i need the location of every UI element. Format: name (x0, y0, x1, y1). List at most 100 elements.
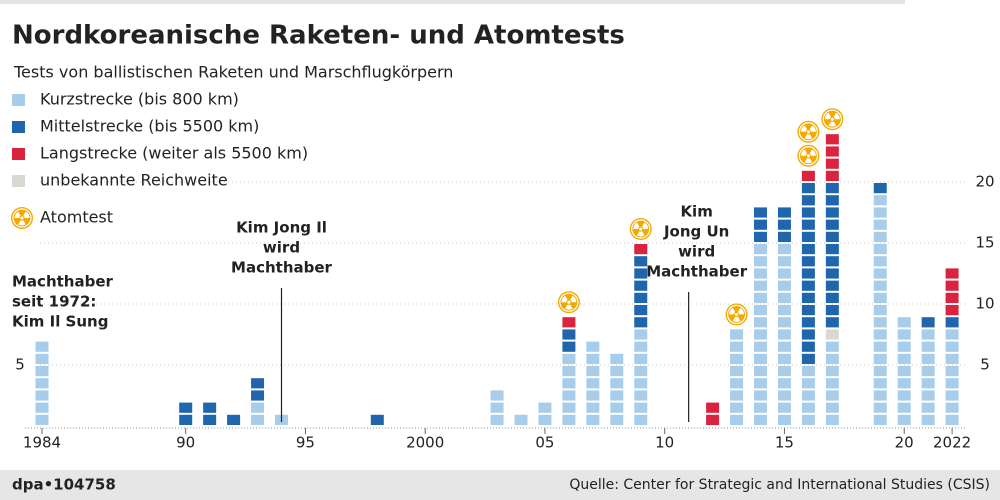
unit-square (251, 390, 265, 401)
unit-square (562, 317, 576, 328)
unit-square (873, 378, 887, 389)
unit-square (873, 207, 887, 218)
bar-segment (945, 329, 959, 425)
unit-square (873, 280, 887, 291)
icon-core (830, 117, 834, 121)
unit-square (754, 280, 767, 291)
unit-square (801, 305, 815, 316)
unit-square (777, 268, 791, 279)
legend-swatch (12, 94, 25, 106)
icon-blade (800, 125, 808, 132)
unit-square (825, 195, 839, 206)
unit-square (251, 378, 265, 389)
unit-square (490, 390, 504, 401)
unit-square (945, 268, 959, 279)
x-tick-label: 90 (176, 434, 195, 452)
icon-blade (809, 149, 816, 156)
unit-square (610, 390, 624, 401)
bar-segment (754, 244, 767, 425)
x-tick-label: 10 (655, 434, 674, 452)
annotation: Machthaber (646, 263, 748, 281)
icon-core (806, 154, 810, 158)
unit-square (825, 305, 839, 316)
unit-square (897, 378, 911, 389)
unit-square (538, 402, 552, 413)
bar-segment (634, 256, 648, 328)
unit-square (801, 378, 815, 389)
unit-square (35, 366, 49, 377)
annotation: seit 1972: (12, 293, 96, 311)
icon-ring (559, 292, 579, 312)
unit-square (754, 207, 767, 218)
bar-segment (227, 414, 241, 425)
unit-square (634, 366, 648, 377)
icon-ring (12, 208, 32, 228)
icon-blade (23, 211, 30, 218)
unit-square (873, 292, 887, 303)
top-rule (0, 0, 905, 4)
bar-segment (873, 195, 887, 425)
unit-square (897, 402, 911, 413)
unit-square (754, 317, 767, 328)
unit-square (634, 402, 648, 413)
unit-square (754, 402, 767, 413)
unit-square (634, 317, 648, 328)
unit-square (490, 414, 504, 425)
x-tick-label: 95 (296, 434, 315, 452)
icon-ring (798, 122, 819, 142)
unit-square (897, 353, 911, 364)
unit-square (825, 402, 839, 413)
unit-square (706, 414, 720, 425)
icon-blade (833, 112, 840, 120)
unit-square (562, 366, 576, 377)
bar-segment (610, 353, 624, 425)
unit-square (251, 402, 265, 413)
unit-square (921, 317, 935, 328)
unit-square (562, 390, 576, 401)
y-tick-label-right: 5 (980, 356, 990, 374)
unit-square (801, 280, 815, 291)
bar-segment (945, 268, 959, 316)
unit-square (586, 390, 600, 401)
bar-segment (921, 317, 935, 328)
unit-square (754, 329, 767, 340)
unit-square (825, 268, 839, 279)
unit-square (777, 414, 791, 425)
unit-square (777, 244, 791, 255)
unit-square (945, 353, 959, 364)
icon-blade (828, 121, 837, 127)
bar-segment (634, 329, 648, 425)
unit-square (873, 390, 887, 401)
unit-square (873, 329, 887, 340)
unit-square (586, 378, 600, 389)
bar-segment (370, 414, 384, 425)
unit-square (921, 366, 935, 377)
icon-blade (732, 316, 741, 322)
unit-square (825, 329, 839, 340)
y-tick-label: 15 (975, 234, 994, 252)
unit-square (825, 341, 839, 352)
bar-segment (945, 317, 959, 328)
unit-square (921, 378, 935, 389)
unit-square (801, 329, 815, 340)
unit-square (754, 256, 767, 267)
unit-square (873, 268, 887, 279)
unit-square (730, 402, 744, 413)
unit-square (490, 402, 504, 413)
unit-square (801, 292, 815, 303)
bar-segment (634, 244, 648, 255)
unit-square (825, 366, 839, 377)
unit-square (897, 329, 911, 340)
nuclear-icon (821, 108, 844, 131)
unit-square (825, 183, 839, 194)
unit-square (801, 402, 815, 413)
unit-square (610, 353, 624, 364)
unit-square (825, 353, 839, 364)
unit-square (634, 280, 648, 291)
icon-blade (561, 295, 568, 303)
unit-square (873, 366, 887, 377)
unit-square (586, 353, 600, 364)
icon-ring (798, 146, 819, 166)
icon-blade (633, 222, 640, 229)
